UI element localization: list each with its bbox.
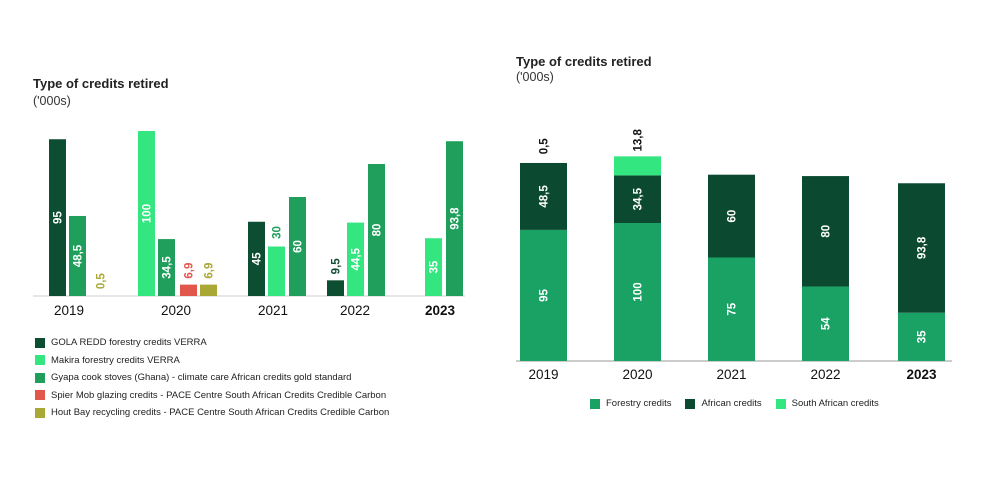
stack-value-label: 13,8 xyxy=(633,129,645,152)
legend-item: Makira forestry credits VERRA xyxy=(35,352,389,370)
x-tick-label-2019: 2019 xyxy=(54,303,84,318)
right-chart-legend: Forestry credits African credits South Afr… xyxy=(590,398,893,409)
x-tick-label-2022: 2022 xyxy=(340,303,370,318)
bar-value-label: 80 xyxy=(372,224,384,237)
legend-swatch xyxy=(35,337,45,348)
stack-value-label: 0,5 xyxy=(539,138,551,155)
stack-segment-african-credits-2021 xyxy=(708,174,755,258)
bar-gola-redd-forestry-c-2021 xyxy=(248,221,265,296)
legend-label: Forestry credits xyxy=(606,398,672,409)
bar-gola-redd-forestry-c-2022 xyxy=(327,280,344,296)
stack-value-label: 93,8 xyxy=(917,236,929,259)
stack-value-label: 100 xyxy=(633,282,645,301)
bar-value-label: 9,5 xyxy=(331,258,343,275)
bar-gola-redd-forestry-c-2019 xyxy=(49,139,66,296)
bar-makira-forestry-cred-2022 xyxy=(347,222,364,296)
legend-label: Spier Mob glazing credits - PACE Centre … xyxy=(51,389,387,401)
stack-value-label: 54 xyxy=(821,317,833,330)
legend-label: African credits xyxy=(701,398,762,409)
bar-value-label: 93,8 xyxy=(450,207,462,230)
x-tick-label-2020: 2020 xyxy=(622,367,652,382)
right-chart-title: Type of credits retired xyxy=(516,54,652,69)
bar-value-label: 6,9 xyxy=(184,263,196,279)
legend-swatch xyxy=(590,398,600,409)
stack-segment-african-credits-2019 xyxy=(520,162,567,230)
bar-value-label: 30 xyxy=(272,226,284,239)
legend-item: Forestry credits xyxy=(590,398,671,409)
legend-swatch xyxy=(775,398,786,409)
bar-makira-forestry-cred-2023 xyxy=(425,238,442,296)
x-tick-label-2019: 2019 xyxy=(528,367,558,382)
stack-segment-forestry-credits-2021 xyxy=(708,257,755,361)
stack-segment-forestry-credits-2019 xyxy=(520,229,567,361)
right-chart-unit: ('000s) xyxy=(516,70,554,84)
legend-label: GOLA REDD forestry credits VERRA xyxy=(51,337,207,349)
stack-value-label: 34,5 xyxy=(633,187,645,210)
stack-value-label: 60 xyxy=(727,210,739,223)
x-tick-label-2021: 2021 xyxy=(716,367,746,382)
stack-segment-african-credits-2020 xyxy=(614,175,661,223)
legend-item: South African credits xyxy=(775,398,879,409)
x-tick-label-2020: 2020 xyxy=(161,303,191,318)
stack-segment-african-credits-2023 xyxy=(898,183,945,313)
bar-value-label: 6,9 xyxy=(204,263,216,279)
bar-value-label: 0,5 xyxy=(96,273,108,290)
stack-value-label: 48,5 xyxy=(539,185,551,208)
x-tick-label-2023: 2023 xyxy=(906,367,937,382)
bar-spier-mob-glazing-cr-2020 xyxy=(180,284,197,296)
bar-value-label: 95 xyxy=(53,211,65,224)
x-tick-label-2022: 2022 xyxy=(810,367,840,382)
x-tick-label-2021: 2021 xyxy=(258,303,288,318)
x-tick-label-2023: 2023 xyxy=(425,303,456,318)
stack-segment-african-credits-2022 xyxy=(802,176,849,287)
left-chart-unit: ('000s) xyxy=(33,94,71,108)
stack-value-label: 75 xyxy=(727,302,739,315)
legend-label: Makira forestry credits VERRA xyxy=(51,354,180,366)
legend-label: South African credits xyxy=(791,398,879,409)
legend-swatch xyxy=(35,390,45,401)
bar-makira-forestry-cred-2021 xyxy=(268,246,285,296)
stack-value-label: 35 xyxy=(917,330,929,343)
legend-item: Spier Mob glazing credits - PACE Centre … xyxy=(35,387,389,405)
legend-label: Hout Bay recycling credits - PACE Centre… xyxy=(51,407,390,419)
legend-swatch xyxy=(685,398,696,409)
stack-value-label: 80 xyxy=(821,225,833,238)
legend-swatch xyxy=(35,355,45,366)
bar-gyapa-cook-stoves-gh-2020 xyxy=(158,239,175,296)
stack-segment-forestry-credits-2022 xyxy=(802,286,849,361)
legend-item: Hout Bay recycling credits - PACE Centre… xyxy=(35,404,389,422)
bar-gyapa-cook-stoves-gh-2022 xyxy=(368,164,385,296)
legend-item: Gyapa cook stoves (Ghana) - climate care… xyxy=(35,369,389,387)
bar-value-label: 34,5 xyxy=(162,256,174,279)
legend-swatch xyxy=(35,372,45,383)
bar-value-label: 100 xyxy=(142,204,154,223)
bar-value-label: 35 xyxy=(429,260,441,273)
bar-value-label: 45 xyxy=(252,252,264,265)
legend-label: Gyapa cook stoves (Ghana) - climate care… xyxy=(51,372,352,384)
stack-segment-south-african-credits-2020 xyxy=(614,156,661,176)
stack-value-label: 95 xyxy=(539,288,551,301)
bar-value-label: 60 xyxy=(293,240,305,253)
bar-hout-bay-recycling-c-2020 xyxy=(200,284,217,296)
legend-swatch xyxy=(35,407,45,418)
bar-gyapa-cook-stoves-gh-2023 xyxy=(446,141,463,296)
bar-gyapa-cook-stoves-gh-2021 xyxy=(289,197,306,296)
legend-item: GOLA REDD forestry credits VERRA xyxy=(35,334,389,352)
stack-segment-forestry-credits-2023 xyxy=(898,312,945,361)
left-chart-title: Type of credits retired xyxy=(33,76,169,91)
legend-item: African credits xyxy=(685,398,762,409)
bar-value-label: 44,5 xyxy=(351,247,363,270)
bar-makira-forestry-cred-2020 xyxy=(138,131,155,296)
bar-gyapa-cook-stoves-gh-2019 xyxy=(69,215,86,296)
bar-value-label: 48,5 xyxy=(73,244,85,267)
stack-segment-forestry-credits-2020 xyxy=(614,223,661,361)
left-chart-legend: GOLA REDD forestry credits VERRA Makira f… xyxy=(35,334,389,422)
